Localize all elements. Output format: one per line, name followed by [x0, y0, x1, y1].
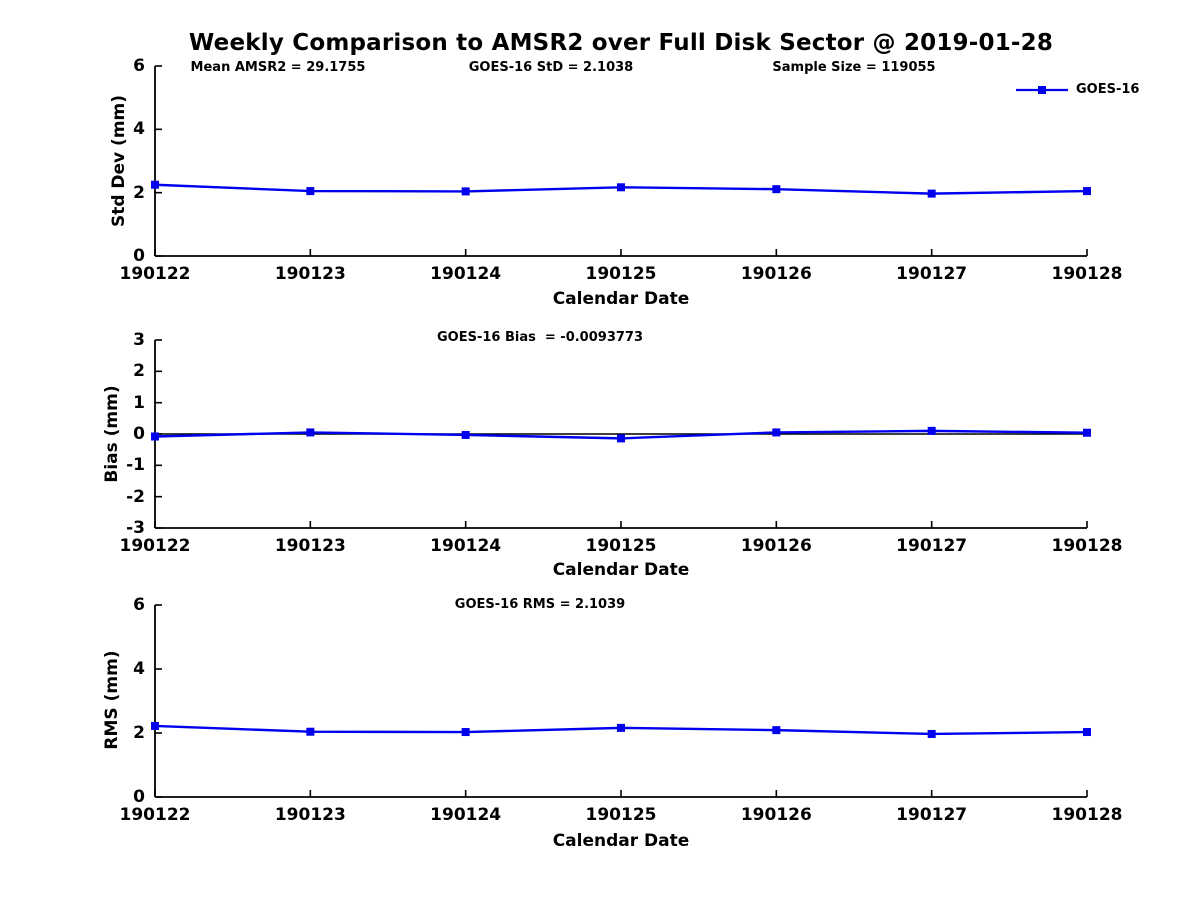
y-tick-label: 1 [133, 392, 145, 413]
y-tick-label: 6 [133, 56, 145, 76]
x-tick-label: 190123 [274, 805, 346, 825]
x-axis-label: Calendar Date [552, 289, 690, 309]
plot-area [151, 65, 1091, 257]
x-tick-label: 190122 [119, 805, 191, 825]
x-tick-label: 190124 [430, 536, 502, 556]
y-tick-label: 4 [133, 119, 145, 140]
x-tick-label: 190122 [119, 536, 191, 556]
x-tick-label: 190127 [896, 536, 968, 556]
x-axis-label: Calendar Date [552, 560, 690, 580]
x-axis-label: Calendar Date [552, 831, 690, 851]
x-tick-label: 190124 [430, 805, 502, 825]
annotation-sample-size: Sample Size = 119055 [772, 60, 936, 75]
x-tick-label: 190127 [896, 264, 968, 284]
chart-rms: GOES-16 RMS = 2.1039 RMS (mm) Calendar D… [0, 595, 1200, 865]
y-tick-label: -2 [126, 486, 145, 507]
y-tick-label: 0 [133, 246, 145, 266]
x-tick-label: 190126 [740, 536, 812, 556]
legend-label: GOES-16 [1076, 82, 1140, 97]
y-tick-label: 0 [133, 787, 145, 807]
x-tick-label: 190122 [119, 264, 191, 284]
x-tick-label: 190126 [740, 264, 812, 284]
chart-bias: GOES-16 Bias = -0.0093773 Bias (mm) Cale… [0, 330, 1200, 595]
annotation-goes16-rms: GOES-16 RMS = 2.1039 [454, 597, 626, 612]
y-tick-label: 2 [133, 723, 145, 743]
chart-std-dev: Mean AMSR2 = 29.1755 GOES-16 StD = 2.103… [0, 56, 1200, 330]
x-tick-label: 190125 [585, 536, 657, 556]
x-tick-label: 190128 [1051, 536, 1123, 556]
legend: GOES-16 [1016, 82, 1139, 97]
legend-line-marker-icon [1016, 85, 1068, 94]
y-tick-label: 0 [133, 424, 145, 444]
y-axis-label: Std Dev (mm) [109, 94, 129, 228]
x-tick-label: 190124 [430, 264, 502, 284]
x-tick-label: 190125 [585, 805, 657, 825]
y-tick-label: 2 [133, 361, 145, 382]
plot-area [151, 339, 1091, 529]
annotation-goes16-bias: GOES-16 Bias = -0.0093773 [436, 330, 644, 345]
annotation-mean-amsr2: Mean AMSR2 = 29.1755 [190, 60, 366, 75]
x-tick-label: 190125 [585, 264, 657, 284]
x-tick-label: 190123 [274, 264, 346, 284]
y-tick-label: 2 [133, 182, 145, 203]
annotation-goes16-std: GOES-16 StD = 2.1038 [468, 60, 634, 75]
x-tick-label: 190128 [1051, 805, 1123, 825]
x-tick-label: 190127 [896, 805, 968, 825]
y-tick-label: -1 [126, 455, 145, 476]
x-tick-label: 190126 [740, 805, 812, 825]
y-tick-label: -3 [126, 518, 145, 538]
x-tick-label: 190128 [1051, 264, 1123, 284]
x-tick-label: 190123 [274, 536, 346, 556]
y-tick-label: 3 [133, 330, 145, 350]
y-tick-label: 4 [133, 659, 145, 679]
plot-area [151, 604, 1091, 798]
figure-title: Weekly Comparison to AMSR2 over Full Dis… [188, 30, 1054, 56]
y-tick-label: 6 [133, 595, 145, 615]
